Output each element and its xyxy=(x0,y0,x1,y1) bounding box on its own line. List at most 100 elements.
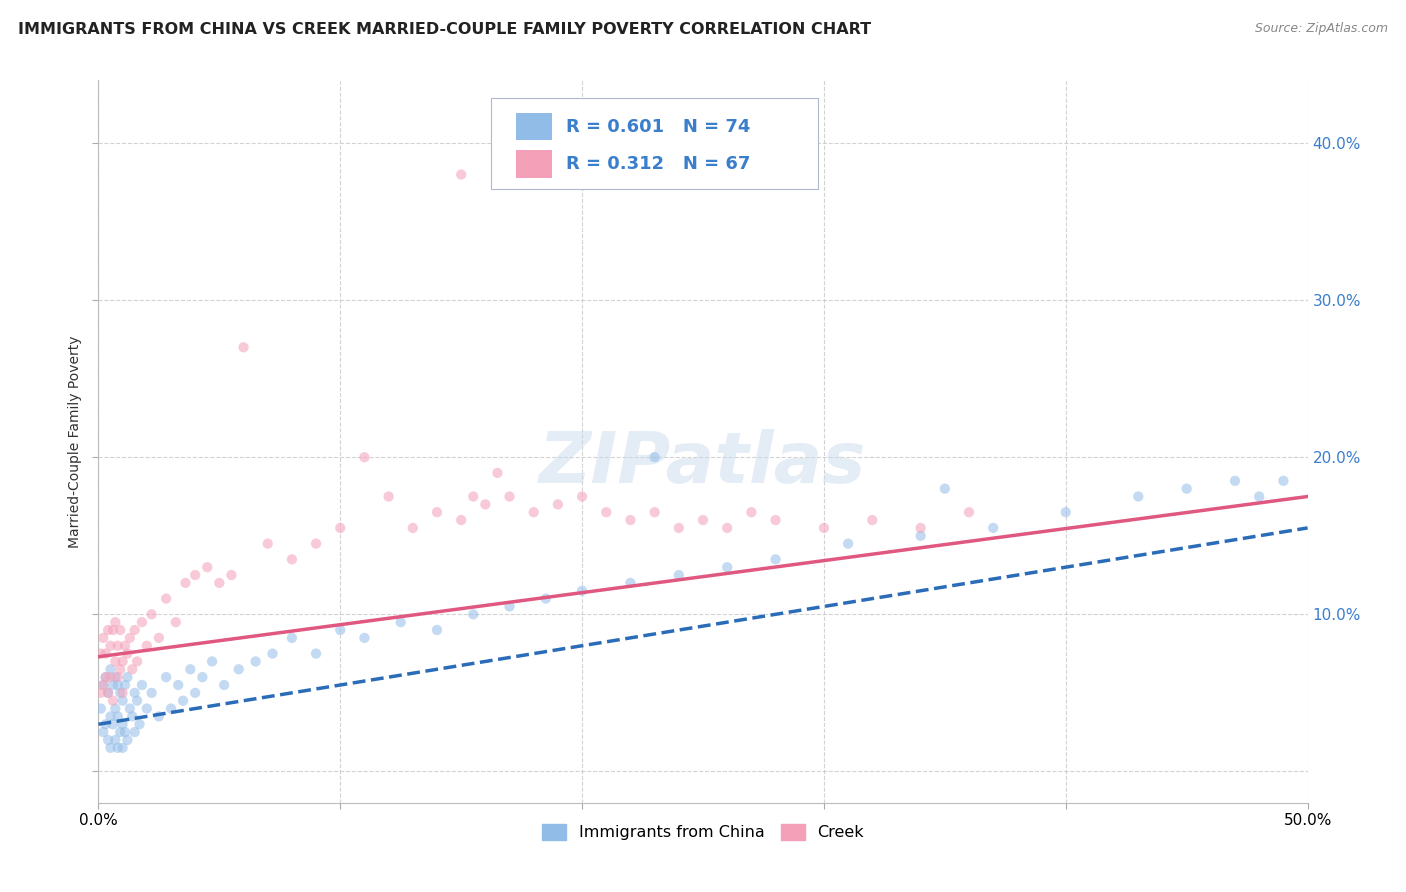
Point xyxy=(107,670,129,684)
Point xyxy=(101,678,124,692)
Point xyxy=(100,662,122,676)
Point xyxy=(104,655,127,669)
Point xyxy=(668,521,690,535)
Point xyxy=(131,678,153,692)
Point xyxy=(377,490,399,504)
Point xyxy=(111,694,134,708)
Point xyxy=(174,575,197,590)
Point xyxy=(104,670,127,684)
Point xyxy=(426,623,449,637)
Point xyxy=(212,678,235,692)
Point xyxy=(1249,490,1271,504)
Point xyxy=(118,701,141,715)
Point xyxy=(118,631,141,645)
Point xyxy=(910,529,932,543)
Point xyxy=(108,623,131,637)
Point xyxy=(353,631,375,645)
Point xyxy=(221,568,243,582)
Y-axis label: Married-Couple Family Poverty: Married-Couple Family Poverty xyxy=(69,335,83,548)
Point xyxy=(184,568,207,582)
Bar xyxy=(516,112,551,140)
Point xyxy=(305,647,328,661)
Point xyxy=(329,521,352,535)
Point xyxy=(114,725,136,739)
Point xyxy=(765,513,787,527)
Point xyxy=(208,575,231,590)
Point xyxy=(910,521,932,535)
Point xyxy=(114,678,136,692)
FancyBboxPatch shape xyxy=(492,98,818,189)
Point xyxy=(228,662,250,676)
Point xyxy=(108,686,131,700)
Point xyxy=(91,725,114,739)
Point xyxy=(148,709,170,723)
Point xyxy=(101,717,124,731)
Point xyxy=(765,552,787,566)
Point xyxy=(100,639,122,653)
Point xyxy=(179,662,201,676)
Text: ZIPatlas: ZIPatlas xyxy=(540,429,866,498)
Point xyxy=(104,615,127,630)
Point xyxy=(172,694,194,708)
Point xyxy=(114,639,136,653)
Point xyxy=(619,575,641,590)
Point xyxy=(121,709,143,723)
Point xyxy=(111,717,134,731)
Point xyxy=(184,686,207,700)
Point xyxy=(104,733,127,747)
Text: R = 0.601   N = 74: R = 0.601 N = 74 xyxy=(567,118,751,136)
Point xyxy=(281,552,304,566)
Point xyxy=(90,647,112,661)
Point xyxy=(426,505,449,519)
Text: IMMIGRANTS FROM CHINA VS CREEK MARRIED-COUPLE FAMILY POVERTY CORRELATION CHART: IMMIGRANTS FROM CHINA VS CREEK MARRIED-C… xyxy=(18,22,872,37)
Point xyxy=(94,670,117,684)
Point xyxy=(191,670,214,684)
Point xyxy=(262,647,284,661)
Point xyxy=(534,591,557,606)
Point xyxy=(281,631,304,645)
Point xyxy=(135,701,157,715)
Point xyxy=(111,655,134,669)
Point xyxy=(127,655,149,669)
Point xyxy=(595,505,617,519)
Text: R = 0.312   N = 67: R = 0.312 N = 67 xyxy=(567,155,751,173)
Point xyxy=(716,560,738,574)
Point xyxy=(141,686,163,700)
Point xyxy=(571,490,593,504)
Point xyxy=(127,694,149,708)
Point xyxy=(128,717,150,731)
Point xyxy=(91,678,114,692)
Point xyxy=(547,497,569,511)
Point xyxy=(91,631,114,645)
Point xyxy=(107,740,129,755)
Point xyxy=(256,536,278,550)
Point xyxy=(201,655,224,669)
Point xyxy=(245,655,267,669)
Point xyxy=(498,490,520,504)
Bar xyxy=(516,151,551,178)
Point xyxy=(463,607,485,622)
Point xyxy=(402,521,425,535)
Point xyxy=(94,717,117,731)
Point xyxy=(232,340,254,354)
Point xyxy=(692,513,714,527)
Point xyxy=(498,599,520,614)
Point xyxy=(108,725,131,739)
Point xyxy=(135,639,157,653)
Point xyxy=(1272,474,1295,488)
Point xyxy=(571,583,593,598)
Point xyxy=(100,709,122,723)
Point xyxy=(97,686,120,700)
Point xyxy=(981,521,1004,535)
Point xyxy=(124,725,146,739)
Point xyxy=(121,662,143,676)
Point xyxy=(165,615,187,630)
Point xyxy=(91,678,114,692)
Point xyxy=(860,513,883,527)
Point xyxy=(107,639,129,653)
Point xyxy=(90,701,112,715)
Point xyxy=(101,623,124,637)
Point xyxy=(813,521,835,535)
Point xyxy=(305,536,328,550)
Point xyxy=(934,482,956,496)
